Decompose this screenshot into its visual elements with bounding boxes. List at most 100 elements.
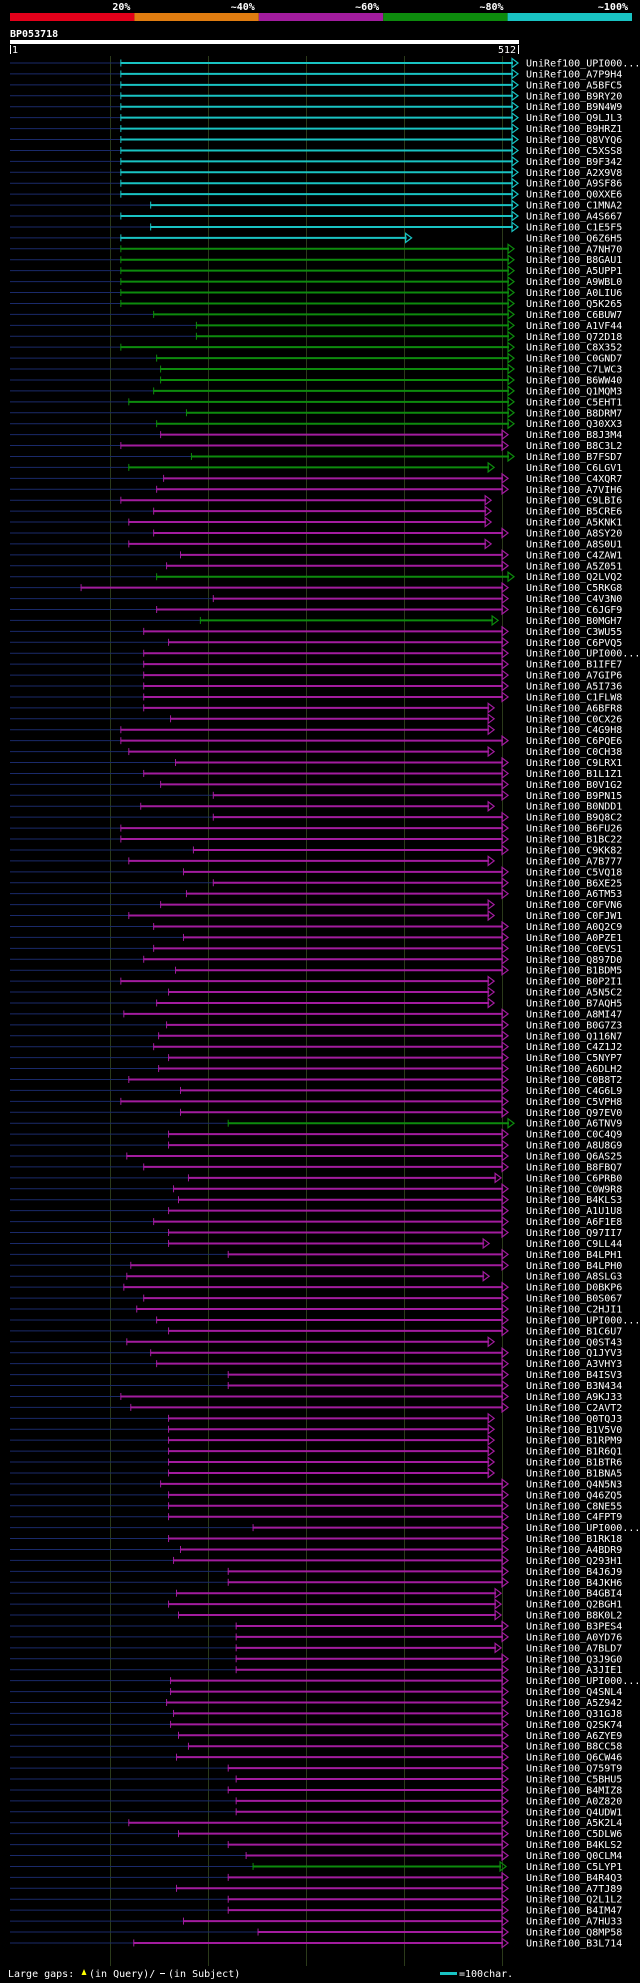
hit-row[interactable]: UniRef100_UPI000... — [10, 1314, 640, 1326]
hit-row[interactable]: UniRef100_Q72D18 — [10, 330, 622, 343]
hit-label[interactable]: UniRef100_Q8MP58 — [526, 1928, 622, 1939]
hit-label[interactable]: UniRef100_B6XE25 — [526, 878, 622, 889]
hit-row[interactable]: UniRef100_Q97EV0 — [10, 1106, 622, 1119]
hit-row[interactable]: UniRef100_B3L714 — [10, 1937, 622, 1949]
hit-row[interactable]: UniRef100_C0CX26 — [10, 713, 622, 725]
hit-label[interactable]: UniRef100_Q30XX3 — [526, 419, 622, 430]
hit-label[interactable]: UniRef100_C0EVS1 — [526, 944, 622, 955]
hit-row[interactable]: UniRef100_C5VQ18 — [10, 866, 622, 878]
hit-label[interactable]: UniRef100_Q2L1L2 — [526, 1895, 622, 1906]
hit-row[interactable]: UniRef100_A6F1E8 — [10, 1215, 622, 1228]
hit-label[interactable]: UniRef100_A6F1E8 — [526, 1217, 622, 1228]
hit-row[interactable]: UniRef100_C6LGV1 — [10, 461, 622, 474]
hit-label[interactable]: UniRef100_D0BKP6 — [526, 1283, 622, 1294]
hit-row[interactable]: UniRef100_A8U8G9 — [10, 1139, 622, 1152]
hit-row[interactable]: UniRef100_Q0ST43 — [10, 1336, 622, 1348]
hit-label[interactable]: UniRef100_B9RY20 — [526, 91, 622, 102]
hit-label[interactable]: UniRef100_A0YD76 — [526, 1632, 622, 1643]
hit-label[interactable]: UniRef100_A6TM53 — [526, 889, 622, 900]
hit-row[interactable]: UniRef100_A8SY20 — [10, 527, 622, 539]
hit-label[interactable]: UniRef100_A1U1U8 — [526, 1206, 622, 1217]
hit-label[interactable]: UniRef100_B4LPH0 — [526, 1261, 622, 1272]
hit-label[interactable]: UniRef100_A8SY20 — [526, 528, 622, 539]
hit-row[interactable]: UniRef100_C5BHU5 — [10, 1773, 622, 1786]
hit-row[interactable]: UniRef100_B4ISV3 — [10, 1368, 622, 1381]
hit-label[interactable]: UniRef100_B9HRZ1 — [526, 124, 622, 135]
hit-row[interactable]: UniRef100_A9WBL0 — [10, 275, 622, 288]
hit-label[interactable]: UniRef100_C3WU55 — [526, 627, 622, 638]
hit-row[interactable]: UniRef100_Q0CLM4 — [10, 1849, 622, 1862]
hit-row[interactable]: UniRef100_A0LIU6 — [10, 286, 622, 299]
hit-label[interactable]: UniRef100_B4ISV3 — [526, 1370, 622, 1381]
hit-label[interactable]: UniRef100_Q31GJ8 — [526, 1709, 622, 1720]
hit-label[interactable]: UniRef100_C0CX26 — [526, 714, 622, 725]
hit-label[interactable]: UniRef100_B7AQH5 — [526, 998, 622, 1009]
hit-row[interactable]: UniRef100_A8S0U1 — [10, 538, 622, 550]
hit-row[interactable]: UniRef100_C3WU55 — [10, 625, 622, 638]
hit-label[interactable]: UniRef100_B1RPM9 — [526, 1436, 622, 1447]
hit-label[interactable]: UniRef100_C5BHU5 — [526, 1775, 622, 1786]
hit-row[interactable]: UniRef100_C4Z1J2 — [10, 1040, 622, 1053]
hit-label[interactable]: UniRef100_B1BC22 — [526, 835, 622, 846]
hit-row[interactable]: UniRef100_A5K2L4 — [10, 1817, 622, 1829]
hit-row[interactable]: UniRef100_Q31GJ8 — [10, 1707, 622, 1720]
hit-label[interactable]: UniRef100_B0MGH7 — [526, 616, 622, 627]
hit-row[interactable]: UniRef100_A7BLD7 — [10, 1642, 622, 1654]
hit-label[interactable]: UniRef100_Q5K265 — [526, 299, 622, 310]
hit-label[interactable]: UniRef100_C8NE55 — [526, 1501, 622, 1512]
hit-row[interactable]: UniRef100_C4G6L9 — [10, 1084, 622, 1097]
hit-label[interactable]: UniRef100_B4JKH6 — [526, 1578, 622, 1589]
hit-label[interactable]: UniRef100_A8MI47 — [526, 1009, 622, 1020]
hit-row[interactable]: UniRef100_B1BNA5 — [10, 1467, 622, 1479]
hit-row[interactable]: UniRef100_Q293H1 — [10, 1554, 622, 1567]
hit-row[interactable]: UniRef100_B7FSD7 — [10, 450, 622, 463]
hit-label[interactable]: UniRef100_Q116N7 — [526, 1031, 622, 1042]
hit-row[interactable]: UniRef100_C4XQR7 — [10, 472, 622, 485]
hit-row[interactable]: UniRef100_B1C6U7 — [10, 1325, 622, 1337]
hit-label[interactable]: UniRef100_Q9LJL3 — [526, 113, 622, 124]
hit-row[interactable]: UniRef100_B8C3L2 — [10, 439, 622, 452]
hit-label[interactable]: UniRef100_A5N5C2 — [526, 988, 622, 999]
hit-row[interactable]: UniRef100_C0C4Q9 — [10, 1128, 622, 1141]
hit-row[interactable]: UniRef100_B4JKH6 — [10, 1576, 622, 1589]
hit-label[interactable]: UniRef100_A6ZYE9 — [526, 1731, 622, 1742]
hit-row[interactable]: UniRef100_B1R6Q1 — [10, 1445, 622, 1458]
hit-label[interactable]: UniRef100_A1VF44 — [526, 321, 622, 332]
hit-label[interactable]: UniRef100_B1BDM5 — [526, 966, 622, 977]
hit-label[interactable]: UniRef100_B3L714 — [526, 1938, 622, 1949]
hit-row[interactable]: UniRef100_B9PN15 — [10, 789, 622, 802]
hit-row[interactable]: UniRef100_B4KLS2 — [10, 1838, 622, 1851]
hit-label[interactable]: UniRef100_C6PRB0 — [526, 1173, 622, 1184]
hit-row[interactable]: UniRef100_Q2L1L2 — [10, 1893, 622, 1906]
hit-label[interactable]: UniRef100_UPI000... — [526, 1523, 640, 1534]
hit-label[interactable]: UniRef100_C1FLW8 — [526, 692, 622, 703]
hit-row[interactable]: UniRef100_C1E5F5 — [10, 221, 622, 233]
hit-row[interactable]: UniRef100_B4MIZ8 — [10, 1784, 622, 1796]
hit-label[interactable]: UniRef100_UPI000... — [526, 649, 640, 660]
hit-row[interactable]: UniRef100_B0MGH7 — [10, 614, 622, 627]
hit-row[interactable]: UniRef100_A7VIH6 — [10, 483, 622, 496]
hit-row[interactable]: UniRef100_B0V1G2 — [10, 778, 622, 791]
hit-row[interactable]: UniRef100_Q46ZQ5 — [10, 1489, 622, 1501]
hit-row[interactable]: UniRef100_B1BDM5 — [10, 964, 622, 977]
hit-label[interactable]: UniRef100_A0Z820 — [526, 1796, 622, 1807]
hit-row[interactable]: UniRef100_A3JIE1 — [10, 1664, 622, 1676]
hit-label[interactable]: UniRef100_A0Q2C9 — [526, 922, 622, 933]
hit-label[interactable]: UniRef100_A0LIU6 — [526, 288, 622, 299]
hit-label[interactable]: UniRef100_A6DLH2 — [526, 1064, 622, 1075]
hit-row[interactable]: UniRef100_B1IFE7 — [10, 658, 622, 671]
hit-label[interactable]: UniRef100_A5Z051 — [526, 561, 622, 572]
hit-row[interactable]: UniRef100_C6JGF9 — [10, 603, 622, 616]
hit-label[interactable]: UniRef100_B8C3L2 — [526, 441, 622, 452]
hit-label[interactable]: UniRef100_B9F342 — [526, 157, 622, 168]
hit-label[interactable]: UniRef100_Q6CW46 — [526, 1753, 622, 1764]
hit-label[interactable]: UniRef100_C6LGV1 — [526, 463, 622, 474]
hit-label[interactable]: UniRef100_A7B777 — [526, 856, 622, 867]
hit-label[interactable]: UniRef100_B7FSD7 — [526, 452, 622, 463]
hit-row[interactable]: UniRef100_A4S667 — [10, 210, 622, 223]
hit-label[interactable]: UniRef100_A5I736 — [526, 682, 622, 693]
hit-row[interactable]: UniRef100_C6PQE6 — [10, 734, 622, 747]
hit-row[interactable]: UniRef100_B8FBQ7 — [10, 1161, 622, 1173]
hit-label[interactable]: UniRef100_C5LYP1 — [526, 1862, 622, 1873]
hit-row[interactable]: UniRef100_A7B777 — [10, 855, 622, 867]
